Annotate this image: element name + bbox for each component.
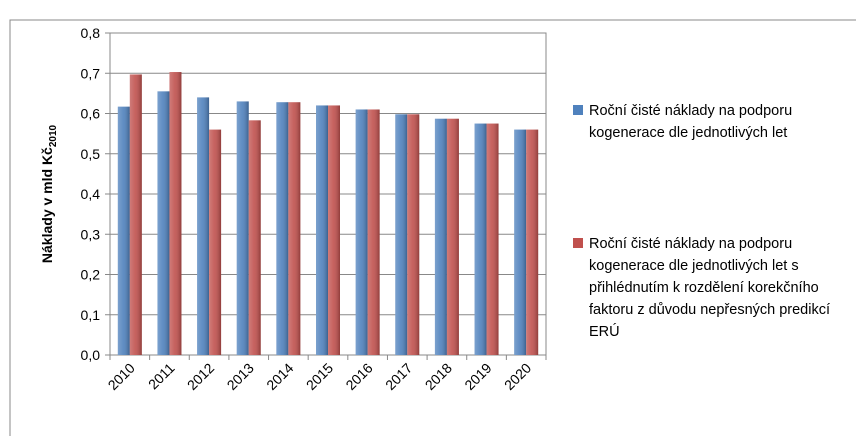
bar-shade — [248, 120, 261, 355]
bar-shade — [407, 114, 420, 356]
x-tick-label: 2018 — [422, 360, 455, 393]
x-tick-label: 2014 — [263, 360, 296, 393]
y-tick-label: 0,6 — [81, 106, 101, 122]
x-tick-label: 2011 — [145, 360, 178, 393]
legend-key — [573, 105, 583, 115]
bar-shade — [288, 102, 301, 355]
bar-shade — [117, 106, 130, 355]
y-axis-label: Náklady v mld Kč2010 — [39, 124, 59, 263]
bar-shade — [157, 91, 170, 356]
x-tick-label: 2010 — [105, 360, 138, 393]
legend-item: Roční čisté náklady na podporu kogenerac… — [573, 100, 856, 144]
bar-shade — [129, 74, 142, 356]
bar-shade — [367, 109, 380, 355]
bar-shade — [434, 118, 447, 355]
y-axis-label-subscript: 2010 — [48, 124, 59, 147]
x-tick-label: 2020 — [501, 360, 534, 393]
bar-shade — [355, 109, 368, 355]
bar-shade — [209, 129, 222, 355]
x-tick-label: 2017 — [382, 360, 415, 393]
bar-shade — [526, 129, 539, 355]
x-tick-label: 2019 — [461, 360, 494, 393]
y-tick-label: 0,0 — [81, 347, 101, 363]
x-tick-label: 2015 — [303, 360, 336, 393]
bar-shade — [316, 105, 328, 355]
y-tick-label: 0,3 — [81, 226, 101, 242]
y-tick-label: 0,1 — [81, 307, 101, 323]
y-tick-label: 0,7 — [81, 65, 101, 81]
legend-item: Roční čisté náklady na podporu kogenerac… — [573, 233, 856, 343]
y-tick-label: 0,8 — [81, 25, 101, 41]
y-tick-label: 0,2 — [81, 267, 101, 283]
y-axis-label-text: Náklady v mld Kč — [39, 147, 55, 263]
bar-shade — [236, 101, 249, 355]
bar-shade — [446, 118, 459, 355]
bar-shade — [197, 97, 210, 356]
bar-shade — [474, 123, 487, 355]
legend-key — [573, 238, 583, 248]
bar-shade — [395, 114, 408, 356]
legend-label: Roční čisté náklady na podporu kogenerac… — [589, 103, 793, 141]
legend-label: Roční čisté náklady na podporu kogenerac… — [589, 236, 830, 340]
x-tick-label: 2013 — [224, 360, 257, 393]
bar-shade — [328, 105, 340, 355]
y-tick-label: 0,4 — [81, 186, 101, 202]
bar-shade — [514, 129, 527, 355]
chart-frame — [9, 19, 856, 436]
bar-shade — [169, 72, 182, 355]
x-tick-label: 2012 — [184, 360, 217, 393]
bar-shade — [486, 123, 499, 355]
bar-shade — [276, 102, 289, 355]
y-tick-label: 0,5 — [81, 146, 101, 162]
x-tick-label: 2016 — [342, 360, 375, 393]
